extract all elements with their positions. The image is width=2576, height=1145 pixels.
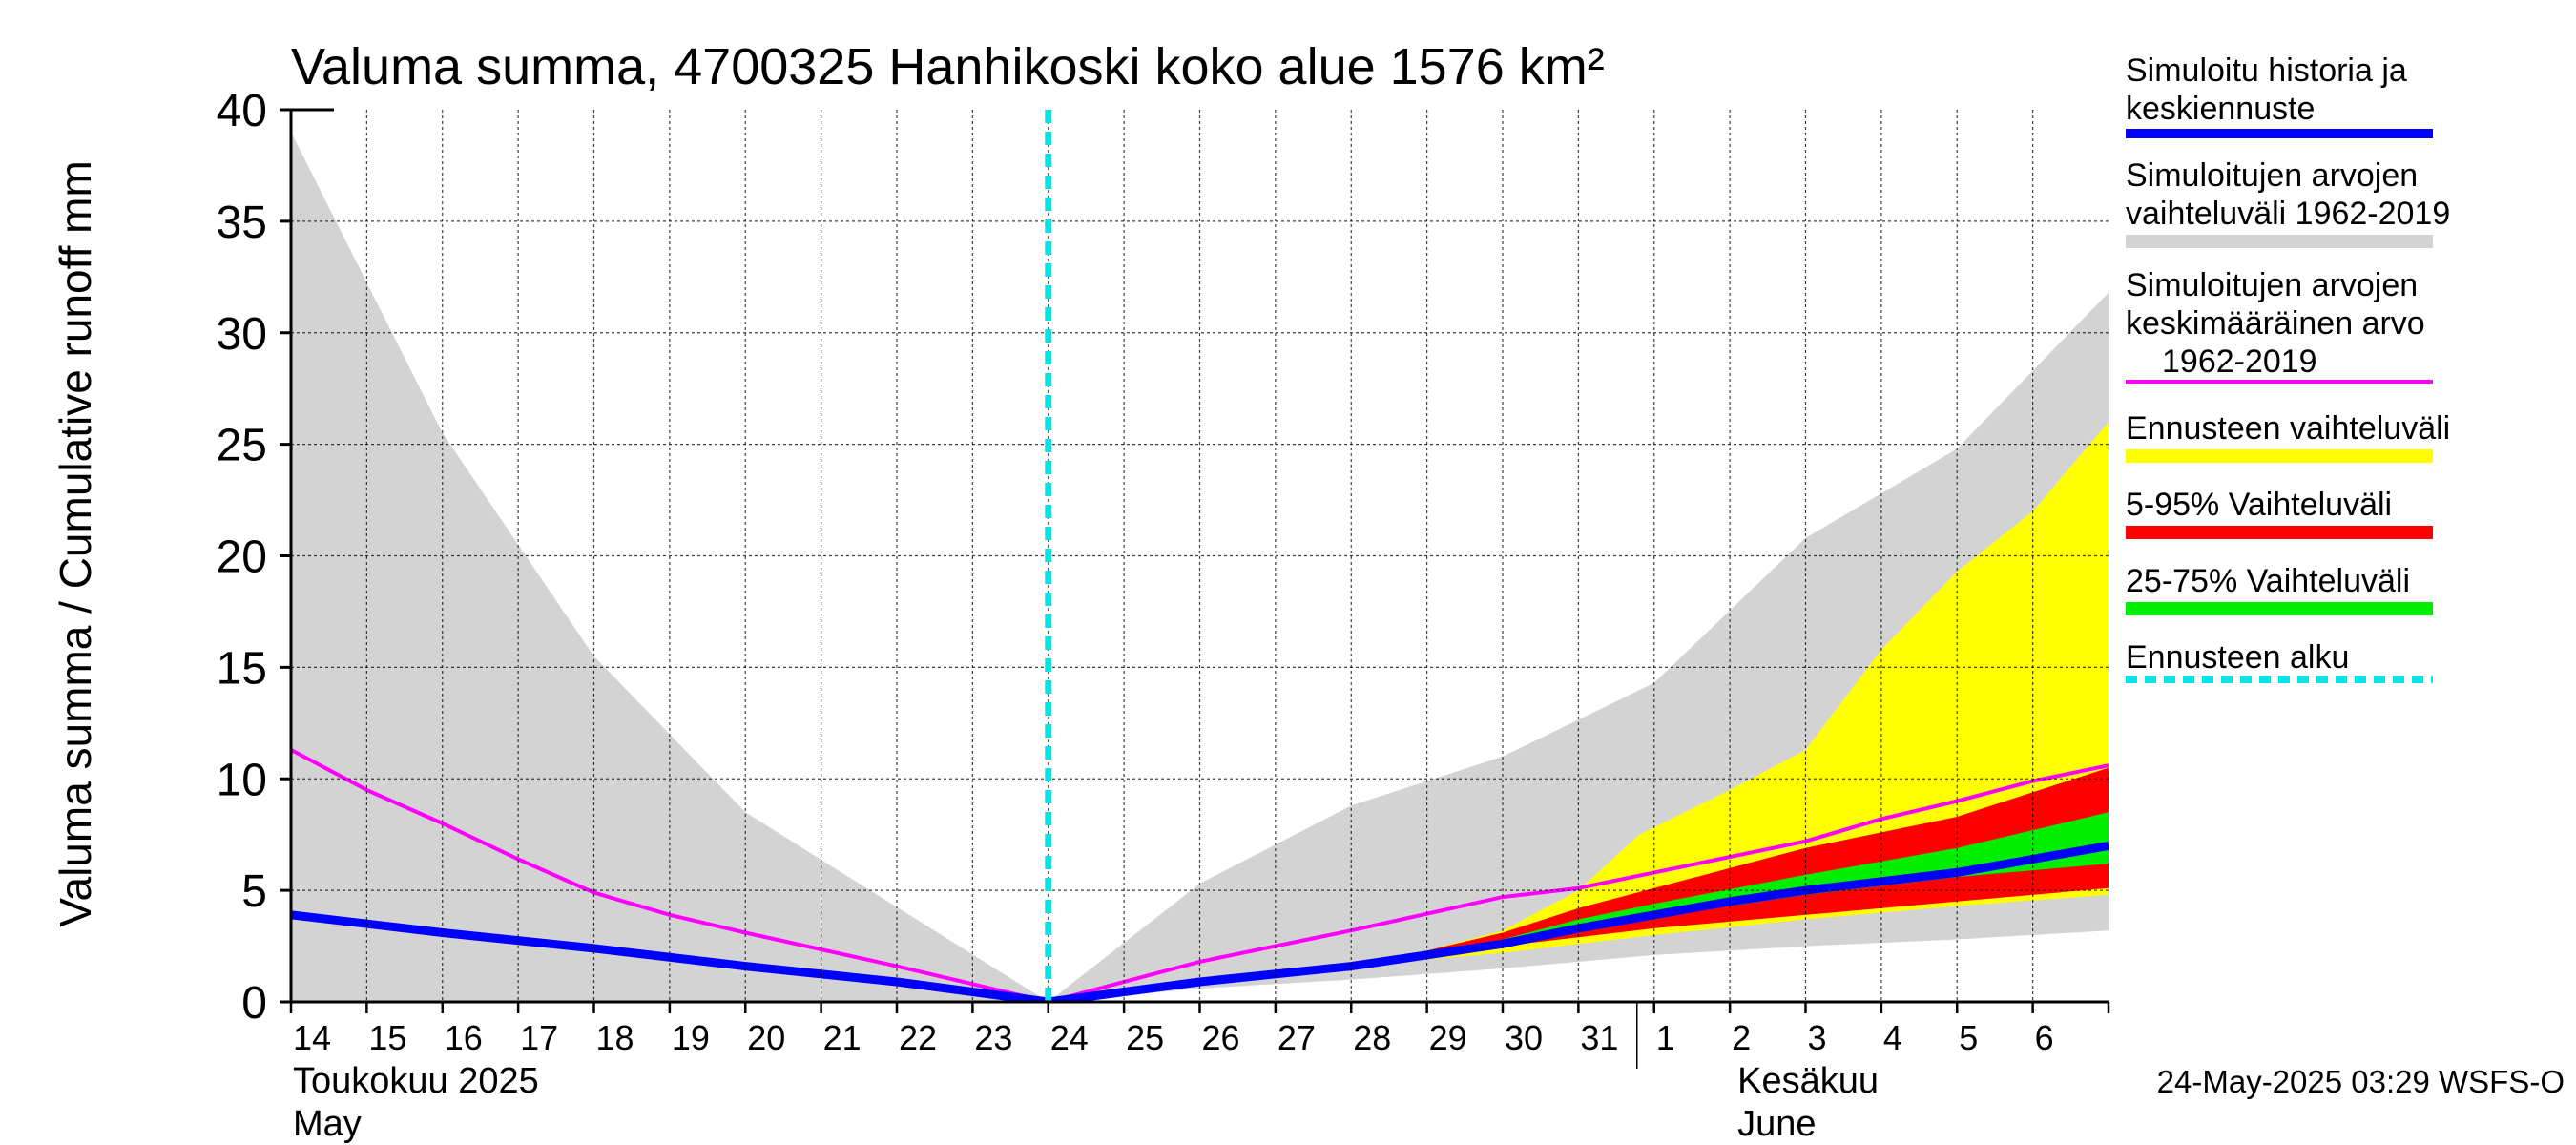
legend-label: Simuloitu historia ja	[2126, 52, 2407, 89]
x-tick-label: 4	[1883, 1018, 1902, 1057]
y-tick-label: 0	[241, 978, 267, 1029]
x-tick-label: 18	[596, 1018, 634, 1057]
legend: Simuloitu historia jakeskiennusteSimuloi…	[2126, 52, 2450, 683]
y-tick-label: 15	[217, 643, 267, 694]
x-tick-label: 21	[823, 1018, 862, 1057]
x-tick-label: 27	[1278, 1018, 1316, 1057]
x-tick-label: 1	[1656, 1018, 1675, 1057]
legend-label: Simuloitujen arvojen	[2126, 267, 2418, 303]
footer-timestamp: 24-May-2025 03:29 WSFS-O	[2157, 1064, 2565, 1099]
legend-label: Ennusteen alku	[2126, 639, 2349, 676]
y-tick-label: 20	[217, 532, 267, 583]
x-tick-label: 15	[368, 1018, 406, 1057]
x-tick-label: 6	[2035, 1018, 2054, 1057]
legend-label: 25-75% Vaihteluväli	[2126, 563, 2410, 599]
x-tick-label: 22	[899, 1018, 937, 1057]
x-tick-label: 20	[747, 1018, 785, 1057]
legend-label: 5-95% Vaihteluväli	[2126, 487, 2392, 523]
x-tick-label: 19	[672, 1018, 710, 1057]
legend-item: Ennusteen vaihteluväli	[2126, 410, 2450, 463]
y-axis-label: Valuma summa / Cumulative runoff mm	[51, 160, 100, 927]
x-tick-label: 28	[1353, 1018, 1391, 1057]
x-tick-label: 14	[293, 1018, 331, 1057]
month-label-fi: Toukokuu 2025	[293, 1061, 539, 1101]
median-forecast-line	[291, 841, 2109, 1002]
y-tick-label: 35	[217, 198, 267, 248]
month-label-fi: Kesäkuu	[1737, 1061, 1879, 1101]
x-tick-label: 17	[520, 1018, 558, 1057]
month-label-en: May	[293, 1104, 362, 1144]
y-tick-label: 40	[217, 86, 267, 136]
x-tick-label: 5	[1959, 1018, 1978, 1057]
legend-label: 1962-2019	[2162, 344, 2317, 380]
legend-label: Ennusteen vaihteluväli	[2126, 410, 2450, 447]
x-tick-label: 23	[974, 1018, 1012, 1057]
historical-range-band	[291, 132, 2109, 1002]
legend-item: 5-95% Vaihteluväli	[2126, 487, 2433, 539]
x-tick-label: 3	[1808, 1018, 1827, 1057]
legend-item: 25-75% Vaihteluväli	[2126, 563, 2433, 615]
x-tick-label: 26	[1202, 1018, 1240, 1057]
y-tick-label: 5	[241, 866, 267, 917]
y-tick-label: 30	[217, 309, 267, 360]
x-tick-label: 24	[1050, 1018, 1089, 1057]
y-tick-label: 25	[217, 421, 267, 471]
x-tick-label: 2	[1732, 1018, 1751, 1057]
month-label-en: June	[1737, 1104, 1816, 1144]
legend-label: keskiennuste	[2126, 91, 2315, 127]
legend-label: vaihteluväli 1962-2019	[2126, 196, 2450, 232]
x-tick-label: 29	[1429, 1018, 1467, 1057]
y-tick-label: 10	[217, 755, 267, 805]
x-tick-label: 25	[1126, 1018, 1164, 1057]
x-tick-label: 30	[1505, 1018, 1543, 1057]
legend-item: Ennusteen alku	[2126, 639, 2433, 683]
x-tick-label: 31	[1580, 1018, 1618, 1057]
chart-title: Valuma summa, 4700325 Hanhikoski koko al…	[291, 38, 1605, 95]
x-tick-label: 16	[445, 1018, 483, 1057]
legend-label: keskimääräinen arvo	[2126, 305, 2425, 342]
legend-label: Simuloitujen arvojen	[2126, 157, 2418, 194]
